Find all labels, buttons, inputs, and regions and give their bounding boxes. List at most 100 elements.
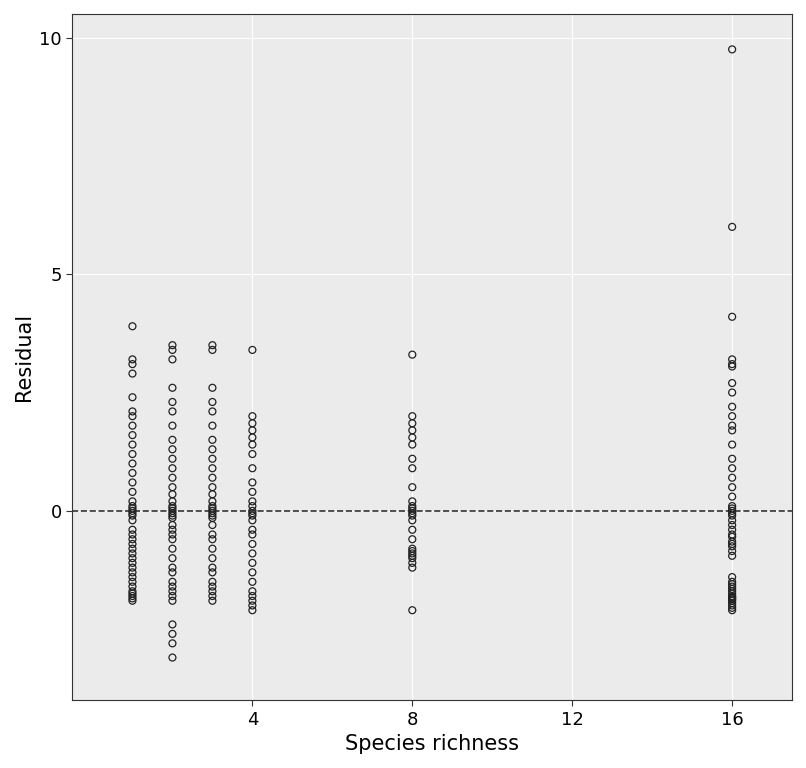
Point: [126, 576, 139, 588]
Point: [166, 502, 179, 515]
Point: [406, 509, 419, 521]
Point: [406, 507, 419, 519]
Point: [725, 410, 738, 422]
Point: [126, 495, 139, 508]
Point: [166, 651, 179, 664]
Point: [406, 545, 419, 558]
Point: [406, 533, 419, 545]
Point: [206, 443, 219, 455]
Point: [246, 514, 259, 526]
Point: [166, 576, 179, 588]
Point: [406, 495, 419, 508]
Point: [206, 382, 219, 394]
Point: [725, 462, 738, 475]
Point: [206, 344, 219, 356]
Point: [246, 594, 259, 607]
Point: [725, 531, 738, 543]
Point: [126, 590, 139, 602]
Point: [725, 592, 738, 604]
Point: [406, 432, 419, 444]
Point: [166, 507, 179, 519]
Point: [246, 590, 259, 602]
Point: [206, 462, 219, 475]
Point: [126, 585, 139, 598]
Point: [126, 419, 139, 432]
Point: [166, 594, 179, 607]
Point: [725, 386, 738, 399]
Point: [126, 557, 139, 569]
Point: [206, 511, 219, 524]
Point: [166, 443, 179, 455]
Point: [126, 485, 139, 498]
Point: [126, 367, 139, 379]
Point: [166, 519, 179, 531]
Point: [126, 542, 139, 554]
Point: [206, 500, 219, 512]
Point: [126, 439, 139, 451]
Point: [406, 550, 419, 562]
Point: [246, 566, 259, 578]
Point: [246, 448, 259, 460]
Point: [206, 419, 219, 432]
Point: [725, 491, 738, 503]
Point: [166, 552, 179, 564]
Point: [725, 353, 738, 366]
Point: [126, 467, 139, 479]
Point: [246, 495, 259, 508]
Point: [406, 417, 419, 429]
Point: [725, 472, 738, 484]
Point: [725, 538, 738, 550]
Point: [246, 417, 259, 429]
Point: [206, 481, 219, 493]
Point: [725, 581, 738, 593]
Point: [206, 488, 219, 501]
Point: [126, 476, 139, 488]
Point: [126, 524, 139, 536]
Point: [246, 505, 259, 517]
Point: [725, 424, 738, 436]
Point: [246, 585, 259, 598]
Point: [406, 410, 419, 422]
Point: [725, 524, 738, 536]
Point: [725, 594, 738, 607]
Point: [206, 495, 219, 508]
Point: [166, 495, 179, 508]
Point: [166, 488, 179, 501]
Point: [725, 576, 738, 588]
Point: [206, 452, 219, 465]
Point: [725, 509, 738, 521]
Point: [406, 439, 419, 451]
Point: [126, 594, 139, 607]
Point: [406, 557, 419, 569]
Point: [725, 540, 738, 552]
Point: [126, 509, 139, 521]
Point: [406, 548, 419, 560]
Point: [246, 432, 259, 444]
Point: [246, 507, 259, 519]
Point: [126, 538, 139, 550]
Point: [725, 590, 738, 602]
Point: [725, 604, 738, 617]
Point: [126, 588, 139, 600]
Point: [406, 462, 419, 475]
Point: [166, 481, 179, 493]
Point: [725, 601, 738, 614]
Point: [725, 310, 738, 323]
Point: [206, 585, 219, 598]
Point: [725, 358, 738, 370]
Point: [725, 500, 738, 512]
Point: [406, 542, 419, 554]
Point: [725, 583, 738, 595]
Point: [725, 588, 738, 600]
Point: [206, 581, 219, 593]
Point: [725, 507, 738, 519]
Point: [725, 505, 738, 517]
Point: [126, 406, 139, 418]
Point: [166, 566, 179, 578]
Point: [406, 349, 419, 361]
Point: [725, 519, 738, 531]
Point: [725, 439, 738, 451]
Point: [246, 557, 259, 569]
Point: [126, 528, 139, 541]
Point: [725, 545, 738, 558]
